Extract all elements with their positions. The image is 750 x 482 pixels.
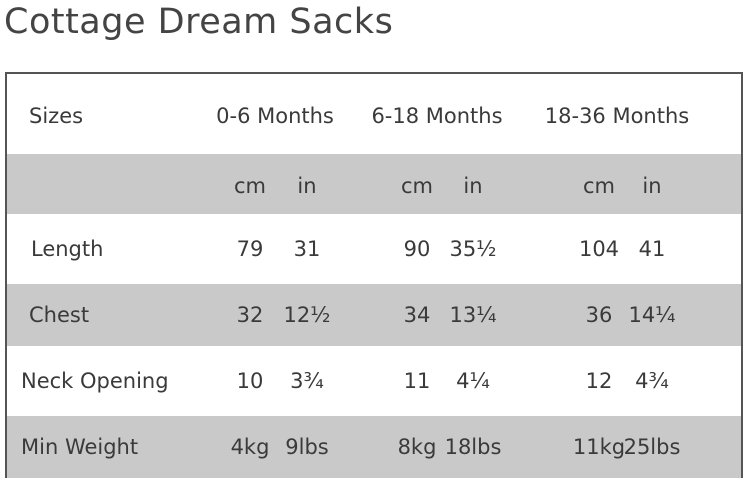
header-cell: 0-6 Months [216, 104, 334, 128]
unit-cell: in [463, 174, 483, 198]
value-cell: 3¾ [290, 369, 324, 393]
value-cell: 79 [236, 237, 264, 261]
value-cell: 90 [403, 237, 431, 261]
value-cell: 13¼ [449, 303, 497, 327]
header-cell: 6-18 Months [371, 104, 503, 128]
value-cell: 11 [403, 369, 431, 393]
value-cell: 9lbs [285, 435, 329, 459]
data-row: Neck Opening 10 3¾ 11 4¼ 12 4¾ [7, 346, 741, 416]
unit-row: cm in cm in cm in [7, 154, 741, 214]
value-cell: 41 [638, 237, 666, 261]
value-cell: 36 [585, 303, 613, 327]
unit-cell: cm [400, 174, 434, 198]
row-label: Chest [29, 303, 90, 327]
value-cell: 4¼ [456, 369, 490, 393]
title: Cottage Dream Sacks [4, 2, 394, 42]
value-cell: 4kg [230, 435, 270, 459]
unit-cell: in [297, 174, 317, 198]
value-cell: 32 [236, 303, 264, 327]
value-cell: 31 [293, 237, 321, 261]
value-cell: 10 [236, 369, 264, 393]
size-table: Sizes 0-6 Months 6-18 Months 18-36 Months cm… [5, 72, 743, 478]
value-cell: 11kg [572, 435, 626, 459]
value-cell: 8kg [397, 435, 437, 459]
header-cell: Sizes [29, 104, 84, 128]
header-cell: 18-36 Months [544, 104, 690, 128]
data-row: Min Weight 4kg 9lbs 8kg 18lbs 11kg 25lbs [7, 416, 741, 478]
value-cell: 104 [578, 237, 620, 261]
value-cell: 12½ [283, 303, 331, 327]
row-label: Neck Opening [21, 369, 169, 393]
row-label: Min Weight [21, 435, 139, 459]
value-cell: 12 [585, 369, 613, 393]
value-cell: 18lbs [444, 435, 502, 459]
unit-cell: in [642, 174, 662, 198]
value-cell: 34 [403, 303, 431, 327]
data-row: Length 79 31 90 35½ 104 41 [7, 214, 741, 284]
value-cell: 25lbs [623, 435, 681, 459]
value-cell: 4¾ [635, 369, 669, 393]
unit-cell: cm [582, 174, 616, 198]
header-row: Sizes 0-6 Months 6-18 Months 18-36 Months [7, 74, 741, 154]
row-label: Length [31, 237, 104, 261]
value-cell: 35½ [449, 237, 497, 261]
data-row: Chest 32 12½ 34 13¼ 36 14¼ [7, 284, 741, 346]
value-cell: 14¼ [628, 303, 676, 327]
unit-cell: cm [233, 174, 267, 198]
